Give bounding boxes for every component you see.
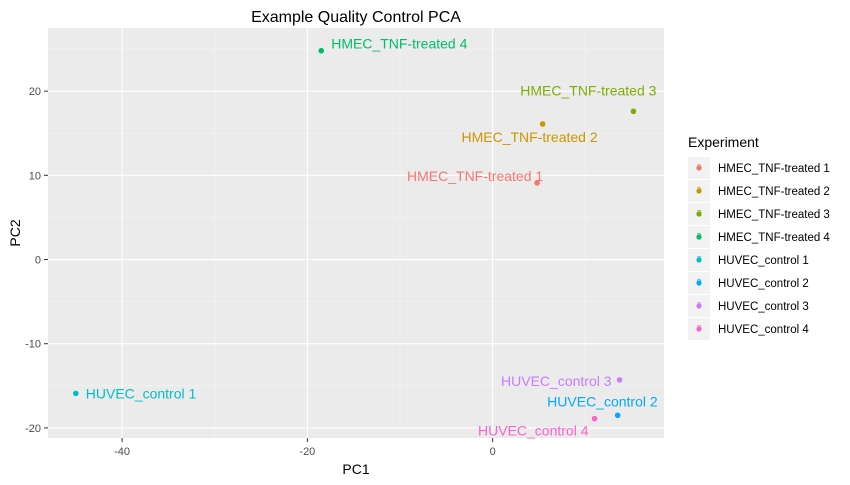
data-point — [72, 390, 79, 397]
legend-swatch — [696, 188, 702, 194]
legend-label: HUVEC_control 2 — [718, 278, 809, 290]
legend: Experiment a HMEC_TNF-treated 1 a HMEC_TNF-… — [688, 134, 830, 340]
legend-label: HMEC_TNF-treated 3 — [718, 209, 830, 221]
legend-glyph: a — [696, 230, 701, 240]
data-point — [534, 180, 540, 186]
legend-swatch — [696, 257, 702, 263]
data-point — [616, 377, 623, 383]
legend-label: HUVEC_control 4 — [718, 324, 809, 336]
point-label: HUVEC_control 3 — [501, 373, 612, 389]
legend-glyph: a — [696, 253, 701, 263]
legend-swatch — [696, 165, 702, 171]
x-tick-label: -20 — [299, 446, 315, 458]
legend-glyph: a — [696, 161, 701, 171]
data-point — [539, 121, 546, 127]
legend-label: HUVEC_control 1 — [718, 255, 809, 267]
grid-minor — [48, 28, 664, 438]
legend-label: HMEC_TNF-treated 2 — [718, 186, 830, 198]
legend-glyph: a — [696, 322, 701, 332]
data-point — [318, 47, 325, 54]
legend-swatch — [696, 280, 702, 286]
point-labels: HMEC_TNF-treated 1 HMEC_TNF-treated 2 HMEC… — [86, 36, 658, 439]
legend-swatch — [696, 234, 702, 240]
data-points — [72, 47, 637, 422]
legend-label: HMEC_TNF-treated 4 — [718, 232, 830, 244]
legend-glyph: a — [696, 207, 701, 217]
point-label: HMEC_TNF-treated 2 — [461, 129, 597, 145]
point-label: HUVEC_control 2 — [547, 393, 658, 409]
y-axis-title: PC2 — [7, 219, 23, 246]
point-label: HMEC_TNF-treated 4 — [331, 36, 467, 52]
point-label: HMEC_TNF-treated 1 — [407, 168, 543, 184]
legend-glyph: a — [696, 299, 701, 309]
x-axis-title: PC1 — [342, 461, 369, 477]
legend-swatch — [696, 303, 702, 309]
data-point — [614, 412, 621, 419]
legend-swatch — [696, 326, 702, 332]
y-tick-label: -10 — [25, 339, 41, 351]
x-tick-label: 0 — [490, 446, 496, 458]
legend-glyph: a — [696, 184, 701, 194]
y-tick-label: 20 — [29, 86, 41, 98]
data-point — [591, 415, 598, 422]
y-tick-label: -20 — [25, 423, 41, 435]
legend-swatch — [696, 211, 702, 217]
y-tick-label: 10 — [29, 170, 41, 182]
axis-ticks: -40 -20 0 -20 -10 0 10 20 — [25, 86, 496, 458]
plot-panel — [48, 28, 664, 438]
chart-title: Example Quality Control PCA — [251, 9, 461, 26]
point-label: HUVEC_control 1 — [86, 385, 197, 401]
x-tick-label: -40 — [114, 446, 130, 458]
point-label: HMEC_TNF-treated 3 — [520, 82, 656, 98]
legend-title: Experiment — [688, 134, 759, 150]
legend-label: HMEC_TNF-treated 1 — [718, 163, 830, 175]
legend-glyph: a — [696, 276, 701, 286]
y-tick-label: 0 — [35, 255, 41, 267]
grid-major — [48, 28, 664, 438]
legend-label: HUVEC_control 3 — [718, 301, 809, 313]
data-point — [630, 108, 637, 115]
point-label: HUVEC_control 4 — [478, 423, 589, 439]
